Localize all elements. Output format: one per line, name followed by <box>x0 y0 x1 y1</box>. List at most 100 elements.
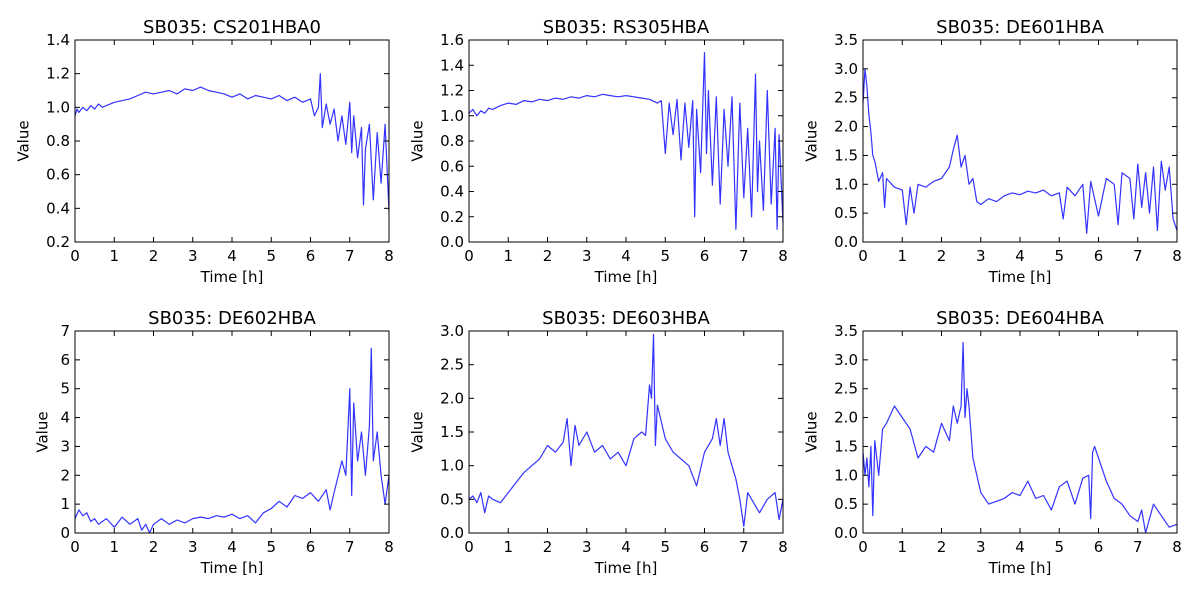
chart-panel: SB035: CS201HBA0 0 1 2 3 4 5 6 7 8 0.2 0.4 0.6 0.8 1.0… <box>15 17 394 286</box>
x-tick-label: 1 <box>897 247 907 265</box>
y-tick-label: 2.5 <box>834 380 858 398</box>
series-line <box>863 68 1177 234</box>
x-tick-label: 3 <box>188 538 198 556</box>
x-axis-label: Time [h] <box>594 268 658 286</box>
x-tick-label: 1 <box>109 247 119 265</box>
x-tick-label: 7 <box>1133 247 1143 265</box>
y-tick-label: 3.5 <box>834 31 858 49</box>
y-tick-label: 4 <box>60 409 70 427</box>
x-tick-label: 6 <box>700 538 710 556</box>
y-tick-label: 1.5 <box>834 146 858 164</box>
y-tick-label: 1.2 <box>46 65 70 83</box>
y-tick-label: 1.0 <box>834 466 858 484</box>
x-tick-label: 4 <box>1015 538 1025 556</box>
chart-panel: SB035: RS305HBA 0 1 2 3 4 5 6 7 8 0.0 0.2 0.4 0.6 0.8 1… <box>409 17 788 286</box>
series-line <box>469 51 783 230</box>
x-axis-label: Time [h] <box>200 268 264 286</box>
y-tick-label: 0.8 <box>440 132 464 150</box>
y-tick-label: 1.5 <box>834 437 858 455</box>
y-tick-label: 1.0 <box>440 107 464 125</box>
x-tick-label: 1 <box>109 538 119 556</box>
y-tick-label: 3.0 <box>834 351 858 369</box>
x-tick-label: 7 <box>739 538 749 556</box>
x-tick-label: 4 <box>1015 247 1025 265</box>
x-tick-label: 2 <box>149 247 159 265</box>
x-tick-label: 3 <box>188 247 198 265</box>
chart-title: SB035: DE602HBA <box>148 308 316 329</box>
x-tick-label: 5 <box>660 247 670 265</box>
x-tick-label: 6 <box>1094 538 1104 556</box>
y-tick-label: 2.0 <box>834 118 858 136</box>
y-tick-label: 2.0 <box>834 409 858 427</box>
x-tick-label: 5 <box>266 247 276 265</box>
y-tick-label: 0.2 <box>440 208 464 226</box>
y-tick-label: 1.0 <box>46 98 70 116</box>
y-axis-label: Value <box>409 411 427 452</box>
x-tick-label: 2 <box>937 247 947 265</box>
y-tick-label: 1.0 <box>440 457 464 475</box>
series-line <box>75 347 389 533</box>
x-tick-label: 3 <box>976 538 986 556</box>
x-tick-label: 0 <box>70 247 80 265</box>
x-tick-label: 8 <box>384 538 394 556</box>
series-line <box>469 333 783 527</box>
x-tick-label: 2 <box>937 538 947 556</box>
y-tick-label: 1.4 <box>440 56 464 74</box>
y-tick-label: 0.5 <box>834 204 858 222</box>
x-tick-label: 6 <box>306 538 316 556</box>
y-tick-label: 0.5 <box>440 490 464 508</box>
y-axis-label: Value <box>803 411 821 452</box>
x-axis-label: Time [h] <box>988 559 1052 577</box>
x-tick-label: 2 <box>543 538 553 556</box>
y-tick-label: 0.6 <box>46 166 70 184</box>
x-tick-label: 8 <box>1172 247 1182 265</box>
x-tick-label: 7 <box>1133 538 1143 556</box>
x-tick-label: 0 <box>464 247 474 265</box>
y-tick-label: 3.0 <box>440 322 464 340</box>
y-tick-label: 3.0 <box>834 60 858 78</box>
y-tick-label: 1.5 <box>440 423 464 441</box>
y-tick-label: 1.4 <box>46 31 70 49</box>
y-tick-label: 3.5 <box>834 322 858 340</box>
chart-title: SB035: RS305HBA <box>543 17 710 38</box>
y-tick-label: 2 <box>60 466 70 484</box>
x-tick-label: 4 <box>227 538 237 556</box>
chart-title: SB035: DE604HBA <box>936 308 1104 329</box>
x-tick-label: 8 <box>384 247 394 265</box>
chart-panel: SB035: DE602HBA 0 1 2 3 4 5 6 7 8 0 1 2 3 4 5 6 7 Time [h]… <box>34 308 394 577</box>
x-tick-label: 5 <box>1054 538 1064 556</box>
x-tick-label: 2 <box>149 538 159 556</box>
y-tick-label: 7 <box>60 322 70 340</box>
series-line <box>75 73 389 212</box>
y-tick-label: 3 <box>60 437 70 455</box>
x-tick-label: 5 <box>1054 247 1064 265</box>
x-axis-label: Time [h] <box>200 559 264 577</box>
x-tick-label: 3 <box>582 247 592 265</box>
y-tick-label: 0.0 <box>834 524 858 542</box>
y-tick-label: 0.4 <box>440 183 464 201</box>
y-tick-label: 0.4 <box>46 199 70 217</box>
x-axis-label: Time [h] <box>988 268 1052 286</box>
y-tick-label: 0.5 <box>834 495 858 513</box>
chart-title: SB035: DE601HBA <box>936 17 1104 38</box>
x-tick-label: 2 <box>543 247 553 265</box>
y-tick-label: 0.0 <box>834 233 858 251</box>
y-axis-label: Value <box>15 120 33 161</box>
y-tick-label: 2.0 <box>440 389 464 407</box>
chart-panel: SB035: DE603HBA 0 1 2 3 4 5 6 7 8 0.0 0.5 1.0 1.5 2.0 2… <box>409 308 788 577</box>
x-tick-label: 0 <box>464 538 474 556</box>
x-tick-label: 0 <box>70 538 80 556</box>
y-tick-label: 2.5 <box>834 89 858 107</box>
x-axis-label: Time [h] <box>594 559 658 577</box>
y-tick-label: 1.2 <box>440 82 464 100</box>
x-tick-label: 1 <box>503 247 513 265</box>
y-tick-label: 1.0 <box>834 175 858 193</box>
y-axis-label: Value <box>409 120 427 161</box>
x-tick-label: 6 <box>700 247 710 265</box>
x-tick-label: 4 <box>227 247 237 265</box>
series-line <box>863 341 1177 533</box>
y-tick-label: 1.6 <box>440 31 464 49</box>
x-tick-label: 7 <box>739 247 749 265</box>
x-tick-label: 4 <box>621 538 631 556</box>
